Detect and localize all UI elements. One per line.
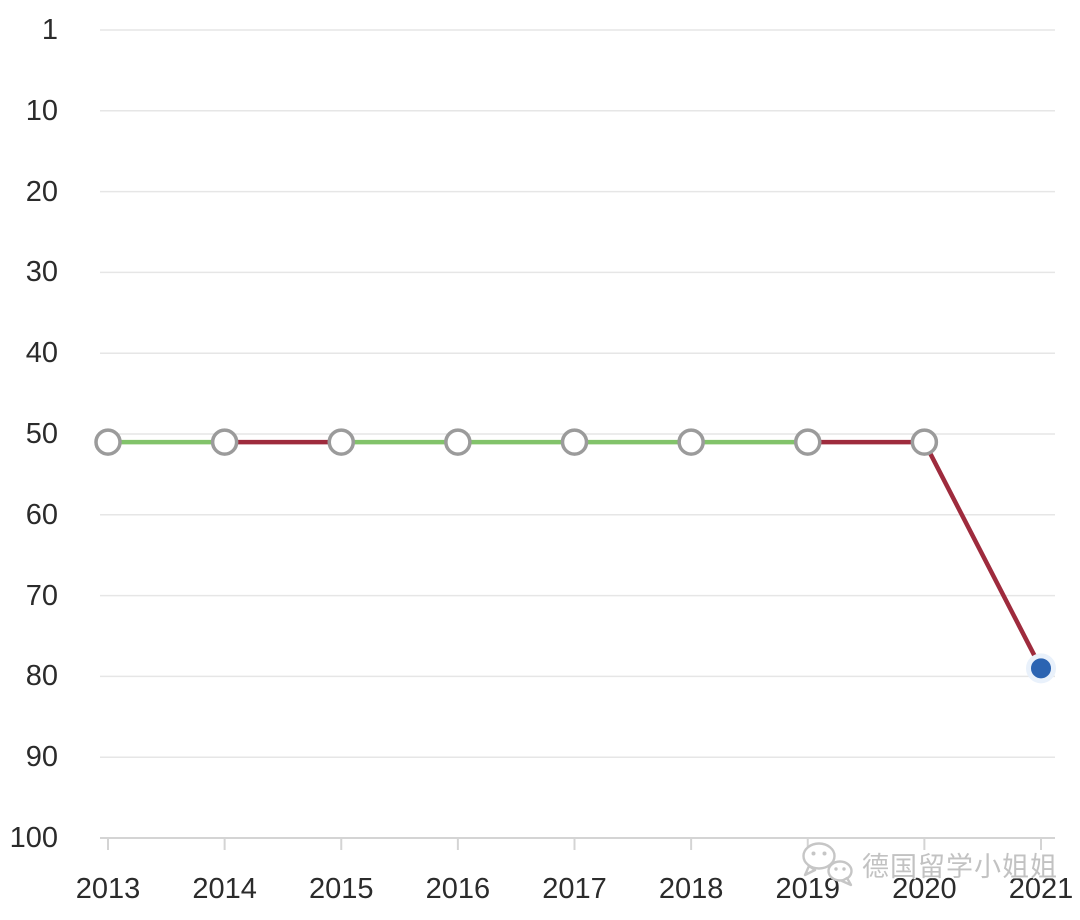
y-tick-label: 80 bbox=[25, 660, 58, 693]
line-segment bbox=[922, 439, 1044, 671]
x-tick-label: 2015 bbox=[308, 873, 374, 905]
data-point-marker[interactable] bbox=[677, 428, 705, 456]
x-tick-label: 2021 bbox=[1008, 873, 1074, 905]
x-tick-label: 2020 bbox=[892, 873, 957, 905]
x-tick-label: 2019 bbox=[775, 873, 840, 905]
y-tick-label: 1 bbox=[41, 14, 58, 46]
data-point-marker[interactable] bbox=[94, 428, 122, 456]
x-tick-label: 2014 bbox=[192, 873, 257, 905]
data-point-marker[interactable] bbox=[794, 428, 822, 456]
y-tick-label: 10 bbox=[25, 94, 58, 127]
data-point-marker[interactable] bbox=[910, 428, 939, 456]
y-tick-label: 50 bbox=[25, 418, 58, 450]
data-point-marker[interactable] bbox=[210, 428, 239, 456]
y-tick-label: 90 bbox=[25, 741, 58, 774]
y-tick-label: 70 bbox=[25, 579, 58, 612]
data-point-marker[interactable] bbox=[560, 428, 589, 456]
y-tick-label: 40 bbox=[25, 337, 58, 370]
y-tick-label: 30 bbox=[25, 256, 58, 289]
y-tick-label: 60 bbox=[25, 498, 58, 531]
x-tick-label: 2016 bbox=[425, 873, 491, 905]
data-point-marker[interactable] bbox=[444, 428, 472, 456]
data-point-final[interactable] bbox=[1026, 653, 1056, 684]
data-point-marker[interactable] bbox=[327, 428, 355, 456]
y-tick-label: 20 bbox=[25, 175, 58, 208]
y-tick-label: 100 bbox=[9, 822, 58, 854]
x-tick-label: 2017 bbox=[542, 873, 607, 905]
x-tick-label: 2013 bbox=[75, 873, 141, 905]
x-tick-label: 2018 bbox=[658, 873, 724, 905]
